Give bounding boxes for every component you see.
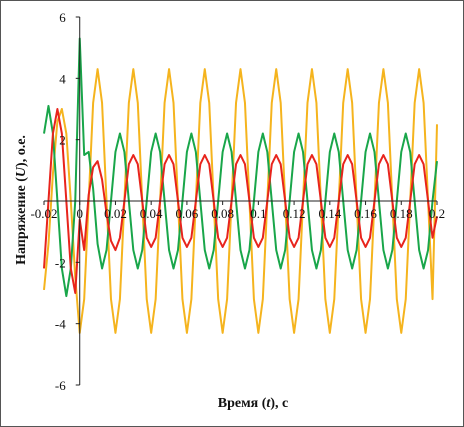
x-tick-label: 0.18 xyxy=(390,206,413,221)
x-tick-marks xyxy=(43,201,438,205)
y-tick-label: 4 xyxy=(59,71,66,86)
y-tick-marks xyxy=(75,16,80,386)
series-line-1 xyxy=(43,68,438,334)
x-tick-labels: -0.02 0 0.02 0.04 0.06 0.08 0.1 0.12 0.14 0.16 0.1… xyxy=(30,206,445,221)
y-tick-label: 6 xyxy=(59,10,66,25)
series-line-2 xyxy=(43,37,438,298)
y-tick-label: -6 xyxy=(55,378,66,393)
x-tick-label: -0.02 xyxy=(30,206,57,221)
series-line-3 xyxy=(43,108,438,294)
x-tick-label: 0 xyxy=(76,206,83,221)
x-tick-label: 0.16 xyxy=(354,206,377,221)
x-tick-label: 0.12 xyxy=(283,206,306,221)
x-axis-title-variable: t xyxy=(266,396,271,411)
y-tick-labels: -6 -4 -2 2 4 6 xyxy=(55,10,66,393)
y-axis-title-variable: U xyxy=(14,166,29,177)
series-layer xyxy=(43,37,438,334)
y-tick-label: -2 xyxy=(55,255,66,270)
x-tick-label: 0.02 xyxy=(104,206,127,221)
x-tick-label: 0.14 xyxy=(318,206,341,221)
x-tick-label: 0.2 xyxy=(429,206,445,221)
y-tick-label: -4 xyxy=(55,317,66,332)
y-axis-title-part-2: ), о.е. xyxy=(14,135,29,167)
x-tick-label: 0.06 xyxy=(176,206,199,221)
y-axis-title-part-1: Напряжение ( xyxy=(14,177,29,265)
x-axis-title-part-2: ), с xyxy=(270,396,288,411)
y-axis-title: Напряжение (U), о.е. xyxy=(14,135,29,265)
x-tick-label: 0.08 xyxy=(211,206,234,221)
x-tick-label: 0.1 xyxy=(250,206,266,221)
y-tick-label: 2 xyxy=(59,133,66,148)
x-tick-label: 0.04 xyxy=(140,206,163,221)
x-axis-title: Время (t), с xyxy=(218,396,288,411)
x-axis-title-part-1: Время ( xyxy=(218,396,267,411)
